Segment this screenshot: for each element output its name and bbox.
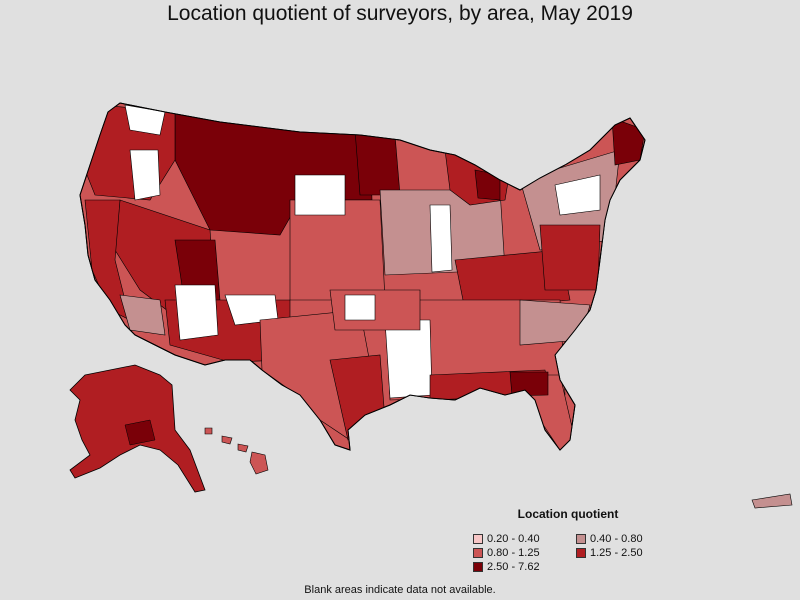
legend-label-4: 2.50 - 7.62 <box>487 561 540 573</box>
legend-swatch-4 <box>473 562 483 572</box>
region-michigan-lp <box>474 169 501 201</box>
region-no-data-ok <box>344 294 376 321</box>
region-southern-california <box>119 294 166 336</box>
region-hawaii <box>204 427 269 475</box>
region-no-data-il <box>429 204 453 273</box>
legend-swatch-2 <box>473 548 483 558</box>
region-ohio-valley <box>454 249 571 311</box>
footnote: Blank areas indicate data not available. <box>304 584 496 596</box>
region-no-data-id <box>129 149 161 201</box>
legend-swatch-0 <box>473 534 483 544</box>
region-mississippi-no-data <box>384 319 433 399</box>
legend-label-1: 0.40 - 0.80 <box>590 533 643 545</box>
map-title: Location quotient of surveyors, by area,… <box>167 2 633 25</box>
region-mid-atlantic <box>539 224 601 291</box>
legend-label-0: 0.20 - 0.40 <box>487 533 540 545</box>
region-carolinas <box>519 299 591 346</box>
legend-item-3: 1.25 - 2.50 <box>576 547 643 559</box>
legend-label-3: 1.25 - 2.50 <box>590 547 643 559</box>
legend-item-0: 0.20 - 0.40 <box>473 533 540 545</box>
legend-item-1: 0.40 - 0.80 <box>576 533 643 545</box>
region-no-data-ne <box>294 174 346 216</box>
region-puerto-rico <box>751 493 793 509</box>
region-florida-north <box>509 371 549 397</box>
legend-title: Location quotient <box>517 507 619 521</box>
region-new-york-no-data <box>554 174 601 216</box>
region-upper-midwest <box>354 129 401 196</box>
region-alaska-interior <box>124 419 156 446</box>
legend-swatch-1 <box>576 534 586 544</box>
legend-item-4: 2.50 - 7.62 <box>473 561 540 573</box>
legend-label-2: 0.80 - 1.25 <box>487 547 540 559</box>
legend-item-2: 0.80 - 1.25 <box>473 547 540 559</box>
region-no-data-az <box>174 284 219 341</box>
legend-swatch-3 <box>576 548 586 558</box>
